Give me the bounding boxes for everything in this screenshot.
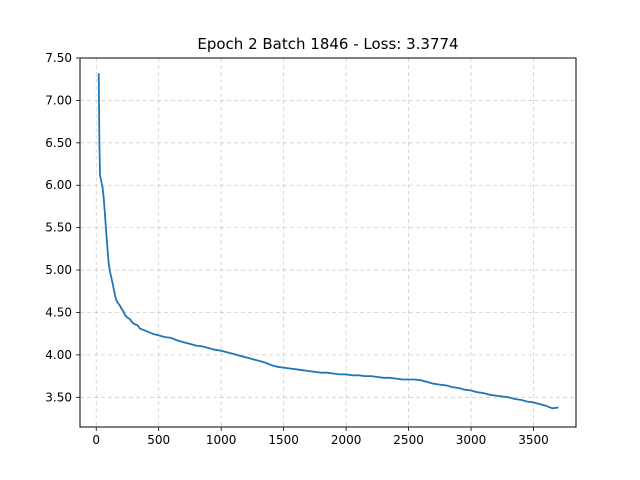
y-tick-label: 4.00 (45, 348, 72, 362)
x-tick-label: 2500 (393, 433, 424, 447)
y-tick-label: 6.00 (45, 178, 72, 192)
y-tick-label: 4.50 (45, 305, 72, 319)
y-tick-label: 5.00 (45, 263, 72, 277)
loss-series (97, 73, 559, 410)
y-tick-label: 5.50 (45, 221, 72, 235)
x-axis: 0 500 1000 1500 2000 2500 3000 3500 (92, 427, 549, 447)
y-tick-label: 7.00 (45, 93, 72, 107)
y-axis: 3.50 4.00 4.50 5.00 5.50 6.00 6.50 7.00 7.50 (45, 51, 80, 404)
y-tick-label: 7.50 (45, 51, 72, 65)
plot-frame (79, 57, 577, 428)
y-tick-label: 3.50 (45, 390, 72, 404)
x-tick-label: 1500 (268, 433, 299, 447)
chart-title: Epoch 2 Batch 1846 - Loss: 3.3774 (197, 35, 458, 53)
x-tick-label: 1000 (206, 433, 237, 447)
y-tick-label: 6.50 (45, 136, 72, 150)
x-tick-label: 3500 (518, 433, 549, 447)
x-tick-label: 3000 (456, 433, 487, 447)
x-tick-label: 500 (147, 433, 170, 447)
x-tick-label: 2000 (331, 433, 362, 447)
x-tick-label: 0 (92, 433, 100, 447)
loss-line (97, 73, 559, 410)
